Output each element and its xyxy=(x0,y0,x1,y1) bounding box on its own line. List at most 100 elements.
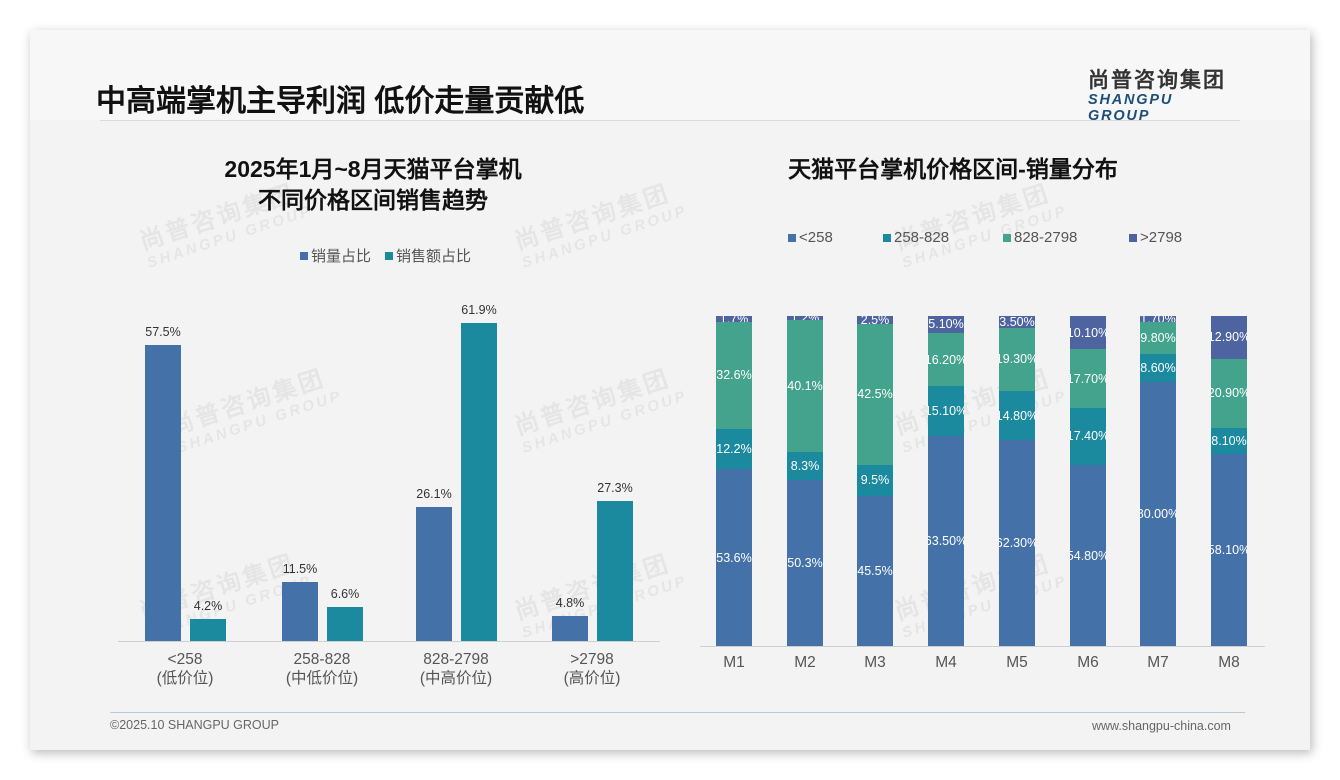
bar-value-label: 27.3% xyxy=(597,481,633,495)
bar-segment: 5.10% xyxy=(928,316,964,333)
bar-volume xyxy=(282,582,318,641)
legend-label-828-2798: 828-2798 xyxy=(1014,229,1078,246)
stacked-bar-m6: 54.80% 17.40% 17.70% 10.10% xyxy=(1070,316,1106,646)
bar-segment: 63.50% xyxy=(928,436,964,646)
segment-value-label: 20.90% xyxy=(1211,386,1247,401)
bar-revenue xyxy=(461,323,497,641)
title-divider xyxy=(100,120,1240,121)
legend-item-258-828: 258-828 xyxy=(883,229,1003,246)
stacked-bar-m4: 63.50% 15.10% 16.20% 5.10% xyxy=(928,316,964,646)
segment-value-label: 1.2% xyxy=(791,316,820,320)
segment-value-label: 42.5% xyxy=(857,387,893,402)
segment-value-label: 12.90% xyxy=(1211,330,1247,345)
watermark-en: SHANGPU GROUP xyxy=(899,387,1070,457)
segment-value-label: 2.5% xyxy=(860,316,890,325)
bar-segment: 17.40% xyxy=(1070,407,1106,466)
month-label: M6 xyxy=(1077,654,1099,671)
bar-value-label: 4.8% xyxy=(555,596,585,610)
bar-segment: 16.20% xyxy=(928,332,964,387)
segment-value-label: 17.40% xyxy=(1070,429,1106,444)
legend-item-revenue: 销售额占比 xyxy=(385,245,471,266)
category-range: 258-828 xyxy=(293,651,351,668)
category-tier: (高价位) xyxy=(563,670,621,687)
segment-value-label: 12.2% xyxy=(716,442,752,457)
bar-segment: 53.6% xyxy=(716,469,752,646)
bar-segment: 54.80% xyxy=(1070,465,1106,646)
bar-segment: 80.00% xyxy=(1140,382,1176,646)
segment-value-label: 5.10% xyxy=(928,317,964,332)
bar-value-label: 57.5% xyxy=(145,325,181,339)
bar-revenue xyxy=(327,607,363,641)
segment-value-label: 8.10% xyxy=(1211,433,1247,448)
stacked-bar-m5: 62.30% 14.80% 19.30% 3.50% xyxy=(999,316,1035,646)
legend-swatch-volume xyxy=(300,251,308,260)
header-band xyxy=(30,30,1310,120)
segment-value-label: 62.30% xyxy=(999,536,1035,551)
category-tier: (低价位) xyxy=(156,670,214,687)
segment-value-label: 14.80% xyxy=(999,408,1035,423)
month-label: M3 xyxy=(864,654,886,671)
bar-value-label: 11.5% xyxy=(282,562,318,576)
company-logo: 尚普咨询集团 SHANGPU GROUP xyxy=(1088,64,1238,124)
segment-value-label: 17.70% xyxy=(1070,371,1106,386)
logo-english: SHANGPU GROUP xyxy=(1088,92,1174,124)
category-label: 828-2798 (中高价位) xyxy=(386,650,526,688)
legend-swatch-gt2798 xyxy=(1129,233,1137,242)
month-label: M1 xyxy=(723,654,745,671)
segment-value-label: 54.80% xyxy=(1070,548,1106,563)
bar-segment: 8.60% xyxy=(1140,353,1176,383)
legend-item-828-2798: 828-2798 xyxy=(1003,229,1129,246)
left-chart-title-line1: 2025年1月~8月天猫平台掌机 xyxy=(224,156,522,182)
bar-segment: 32.6% xyxy=(716,321,752,430)
category-range: >2798 xyxy=(570,651,614,668)
bar-value-label: 26.1% xyxy=(416,487,452,501)
bar-segment: 10.10% xyxy=(1070,316,1106,350)
segment-value-label: 8.60% xyxy=(1140,361,1176,376)
right-chart-legend: <258 258-828 828-2798 >2798 xyxy=(788,229,1182,246)
left-chart-x-axis xyxy=(118,641,660,642)
bar-segment: 15.10% xyxy=(928,386,964,437)
category-label: 258-828 (中低价位) xyxy=(252,650,392,688)
watermark-cn: 尚普咨询集团 xyxy=(511,364,674,441)
bar-volume xyxy=(552,616,588,641)
bar-segment: 19.30% xyxy=(999,327,1035,392)
segment-value-label: 58.10% xyxy=(1211,543,1247,558)
bar-segment: 12.2% xyxy=(716,429,752,470)
left-chart-legend: 销量占比 销售额占比 xyxy=(300,245,471,266)
bar-segment: 14.80% xyxy=(999,391,1035,441)
watermark-cn: 尚普咨询集团 xyxy=(891,364,1054,441)
footer-copyright: ©2025.10 SHANGPU GROUP xyxy=(110,718,279,732)
bar-segment: 45.5% xyxy=(857,495,893,646)
bar-segment: 1.70% xyxy=(1140,316,1176,322)
watermark-cn: 尚普咨询集团 xyxy=(891,549,1054,626)
bar-volume xyxy=(416,507,452,641)
bar-value-label: 61.9% xyxy=(461,303,497,317)
watermark-cn: 尚普咨询集团 xyxy=(166,364,329,441)
segment-value-label: 16.20% xyxy=(928,352,964,367)
legend-swatch-258-828 xyxy=(883,233,891,242)
bar-segment: 1.2% xyxy=(787,316,823,320)
bar-segment: 8.3% xyxy=(787,452,823,480)
watermark-en: SHANGPU GROUP xyxy=(519,387,690,457)
segment-value-label: 3.50% xyxy=(999,316,1035,328)
bar-segment: 42.5% xyxy=(857,324,893,465)
month-label: M7 xyxy=(1147,654,1169,671)
logo-chinese: 尚普咨询集团 xyxy=(1088,69,1226,92)
month-label: M4 xyxy=(935,654,957,671)
bar-segment: 9.80% xyxy=(1140,321,1176,354)
footer-divider xyxy=(110,712,1245,713)
segment-value-label: 19.30% xyxy=(999,352,1035,367)
month-label: M5 xyxy=(1006,654,1028,671)
bar-segment: 3.50% xyxy=(999,316,1035,328)
segment-value-label: 9.80% xyxy=(1140,330,1176,345)
legend-label-258-828: 258-828 xyxy=(894,229,950,246)
page-title: 中高端掌机主导利润 低价走量贡献低 xyxy=(96,85,585,118)
segment-value-label: 9.5% xyxy=(860,473,890,488)
footer-website: www.shangpu-china.com xyxy=(1092,719,1231,733)
right-chart-title: 天猫平台掌机价格区间-销量分布 xyxy=(788,156,1118,182)
segment-value-label: 32.6% xyxy=(716,368,752,383)
bar-revenue xyxy=(597,501,633,641)
